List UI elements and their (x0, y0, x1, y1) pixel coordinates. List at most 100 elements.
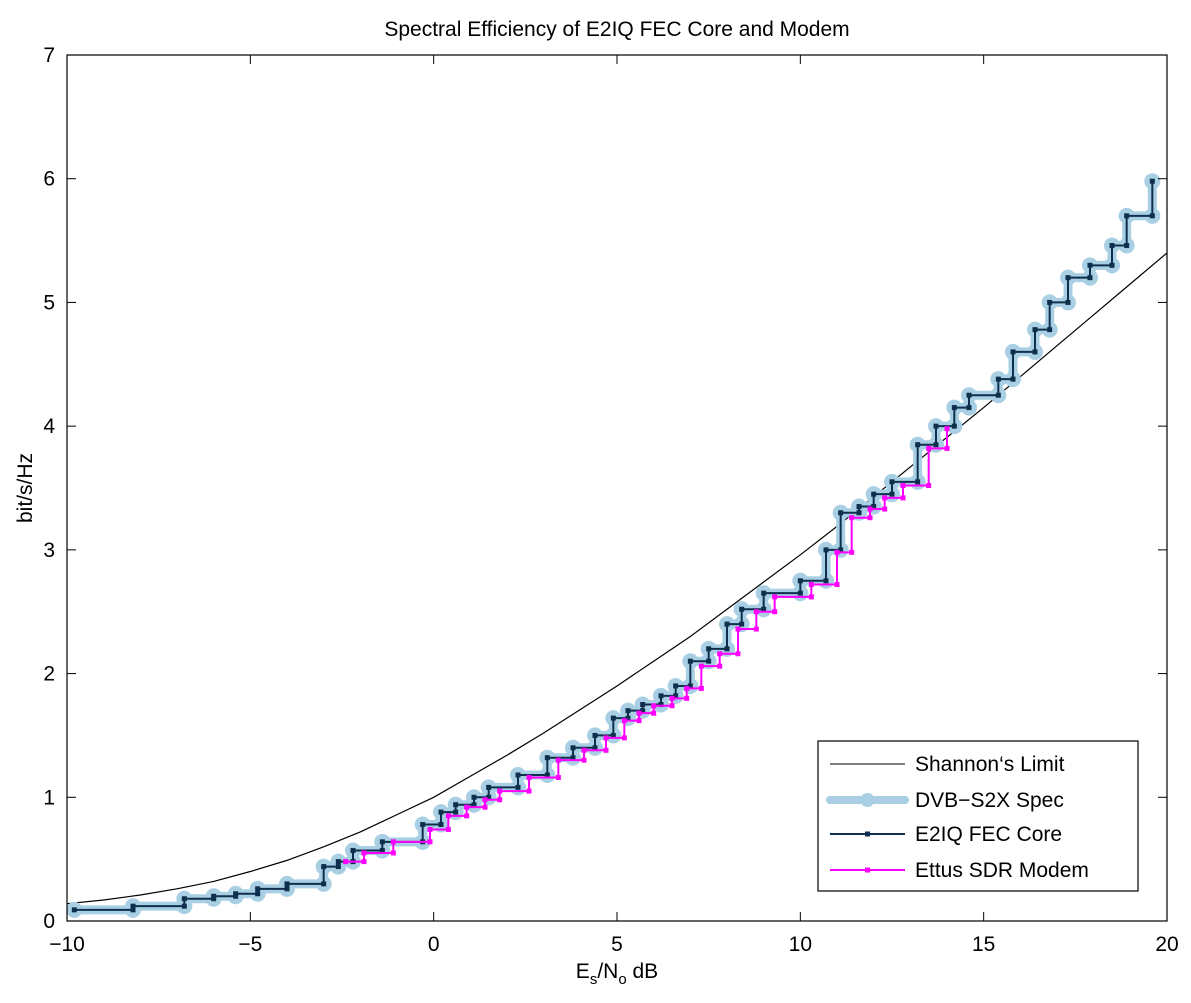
series-point (684, 685, 690, 691)
series-point (944, 426, 950, 432)
series-3 (343, 426, 950, 865)
series-point (1032, 327, 1038, 333)
series-point (592, 732, 598, 738)
series-point (684, 695, 690, 701)
series-point (515, 772, 521, 778)
series-point (698, 663, 704, 669)
series-point (453, 809, 459, 815)
y-tick-label: 7 (43, 44, 55, 67)
tick-layer: −10 −5 0 5 10 15 20 0 1 2 3 4 5 6 7 (43, 44, 1178, 956)
series-point (621, 735, 627, 741)
series-point (753, 626, 759, 632)
series-point (926, 483, 932, 489)
series-point (797, 590, 803, 596)
series-point (390, 850, 396, 856)
series-point (1149, 178, 1155, 184)
series-point (658, 702, 664, 707)
x-tick-label: −10 (49, 933, 85, 956)
series-point (882, 506, 888, 512)
legend-label-dvbs2x: DVB−S2X Spec (915, 789, 1064, 812)
series-point (636, 718, 642, 724)
legend-label-e2iq: E2IQ FEC Core (915, 823, 1062, 846)
x-tick-label: −5 (238, 933, 262, 956)
series-point (438, 822, 444, 828)
series-point (438, 809, 444, 815)
series-point (482, 804, 488, 810)
series-point (361, 850, 367, 856)
y-axis-label: bit/s/Hz (14, 453, 37, 523)
series-point (739, 621, 745, 627)
series-point (669, 703, 675, 709)
y-tick-label: 5 (43, 291, 55, 314)
series-point (379, 839, 385, 845)
series-point (849, 515, 855, 521)
series-point (673, 683, 679, 689)
series-point (823, 547, 829, 553)
series-point (486, 784, 492, 790)
series-point (1087, 262, 1093, 268)
series-point (636, 710, 642, 716)
series-point (889, 491, 895, 497)
series-point (570, 745, 576, 751)
series-point (482, 797, 488, 803)
series-point (995, 392, 1001, 398)
series-point (724, 621, 730, 627)
series-point (390, 839, 396, 845)
series-point (621, 718, 627, 724)
series-point (915, 479, 921, 485)
series-point (581, 757, 587, 763)
y-tick-label: 3 (43, 539, 55, 562)
x-tick-label: 5 (611, 933, 623, 956)
series-point (706, 646, 712, 652)
series-point (335, 864, 341, 870)
x-axis-label-mid: /N (597, 960, 618, 983)
series-point (570, 755, 576, 761)
series-point (544, 755, 550, 761)
series-point (445, 813, 451, 819)
series-point (900, 483, 906, 489)
series-point (739, 606, 745, 612)
y-tick-label: 2 (43, 663, 55, 686)
series-point (882, 495, 888, 501)
legend-label-shannon: Shannon‘s Limit (915, 753, 1065, 776)
series-point (966, 392, 972, 398)
series-point (808, 594, 814, 600)
series-point (610, 715, 616, 721)
x-tick-label: 20 (1155, 933, 1178, 956)
series-point (625, 715, 631, 721)
series-point (625, 708, 631, 714)
series-point (834, 549, 840, 555)
legend: Shannon‘s Limit DVB−S2X Spec E2IQ FEC Co… (817, 740, 1139, 892)
series-point (233, 893, 239, 899)
series-point (603, 735, 609, 741)
series-point (255, 886, 261, 892)
series-point (944, 445, 950, 451)
series-point (640, 702, 646, 707)
series-point (889, 479, 895, 485)
series-point (871, 504, 877, 510)
series-point (211, 896, 217, 902)
series-layer (66, 173, 1168, 918)
series-point (343, 859, 349, 865)
series-point (838, 510, 844, 516)
series-0 (66, 252, 1168, 905)
series-point (797, 578, 803, 584)
series-point (350, 847, 356, 853)
series-point (555, 757, 561, 763)
series-point (995, 376, 1001, 382)
series-point (526, 774, 532, 780)
series-point (1032, 349, 1038, 355)
x-tick-label: 15 (972, 933, 995, 956)
series-point (544, 772, 550, 778)
legend-marker-dvbs2x (860, 793, 875, 807)
series-point (379, 847, 385, 853)
series-point (1010, 349, 1016, 355)
series-point (706, 658, 712, 664)
series-point (698, 685, 704, 691)
series-point (669, 695, 675, 701)
series-point (808, 581, 814, 587)
series-point (445, 826, 451, 832)
series-point (717, 651, 723, 657)
series-point (361, 859, 367, 865)
